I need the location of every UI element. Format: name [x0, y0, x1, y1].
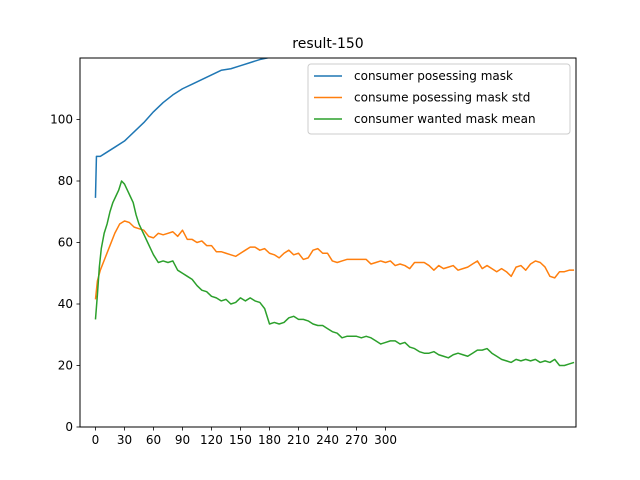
series-line-2 — [94, 220, 575, 300]
y-axis: 0 20 40 60 80 100 — [50, 113, 80, 434]
x-tick-label: 240 — [316, 433, 339, 447]
y-tick-label: 0 — [65, 420, 73, 434]
x-tick-label: 120 — [200, 433, 223, 447]
chart-title: result-150 — [292, 36, 363, 52]
y-tick-label: 20 — [58, 359, 73, 373]
x-tick-label: 270 — [345, 433, 368, 447]
x-tick-label: 150 — [229, 433, 252, 447]
x-tick-label: 0 — [92, 433, 100, 447]
plot-frame — [79, 57, 577, 428]
legend: consumer posessing mask consume posessing… — [307, 63, 571, 135]
plot-area — [94, 58, 575, 367]
series-line-3 — [94, 180, 575, 367]
legend-label-3: consumer wanted mask mean — [354, 112, 536, 126]
series-line-1 — [94, 58, 271, 198]
x-tick-label: 60 — [146, 433, 161, 447]
x-axis: 0 30 60 90 120 150 180 210 240 270 300 — [92, 427, 397, 447]
y-tick-label: 60 — [58, 236, 73, 250]
y-tick-label: 40 — [58, 297, 73, 311]
x-tick-label: 30 — [117, 433, 132, 447]
y-tick-label: 100 — [50, 113, 73, 127]
x-tick-label: 210 — [287, 433, 310, 447]
x-tick-label: 300 — [374, 433, 397, 447]
x-tick-label: 180 — [258, 433, 281, 447]
y-tick-label: 80 — [58, 174, 73, 188]
legend-label-1: consumer posessing mask — [354, 69, 513, 83]
legend-label-2: consume posessing mask std — [354, 91, 530, 105]
x-tick-label: 90 — [175, 433, 190, 447]
legend-box — [307, 63, 571, 135]
